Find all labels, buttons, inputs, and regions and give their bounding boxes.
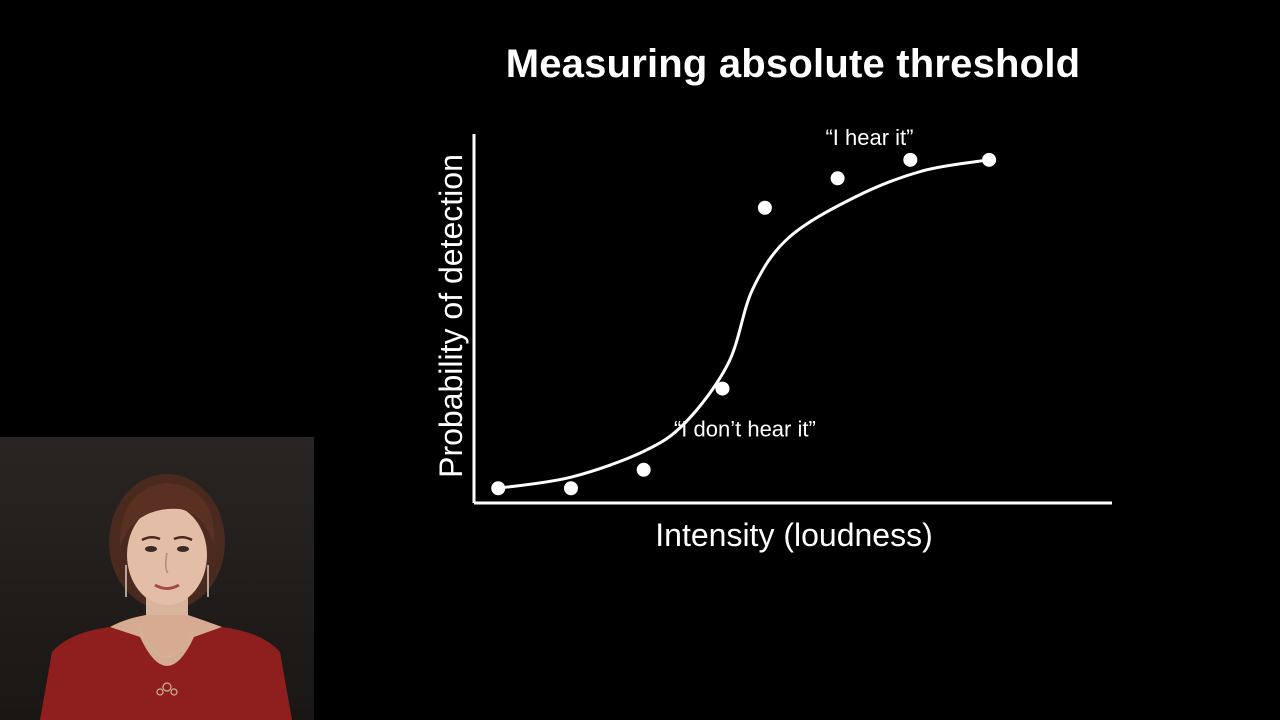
- data-point: [715, 381, 730, 396]
- fitted-curve: [498, 158, 990, 490]
- fitted-curve-layer: [498, 158, 990, 490]
- slide-title: Measuring absolute threshold: [505, 42, 1081, 86]
- data-point: [757, 200, 772, 215]
- annotation-label: “I don’t hear it”: [674, 417, 816, 442]
- x-axis-label: Intensity (loudness): [655, 517, 932, 553]
- presenter-image: [40, 474, 292, 720]
- data-point: [903, 152, 918, 167]
- data-point: [982, 152, 997, 167]
- presenter-video: [0, 437, 314, 720]
- chart-labels-layer: Intensity (loudness) Probability of dete…: [433, 154, 933, 553]
- data-points-layer: [491, 152, 997, 496]
- y-axis-label: Probability of detection: [433, 154, 469, 478]
- data-point: [491, 481, 506, 496]
- data-point: [636, 462, 651, 477]
- annotation-label: “I hear it”: [825, 125, 913, 150]
- data-point: [563, 481, 578, 496]
- annotation-layer: “I don’t hear it” “I hear it”: [674, 125, 914, 442]
- data-point: [830, 171, 845, 186]
- chart-axes: [472, 134, 1112, 505]
